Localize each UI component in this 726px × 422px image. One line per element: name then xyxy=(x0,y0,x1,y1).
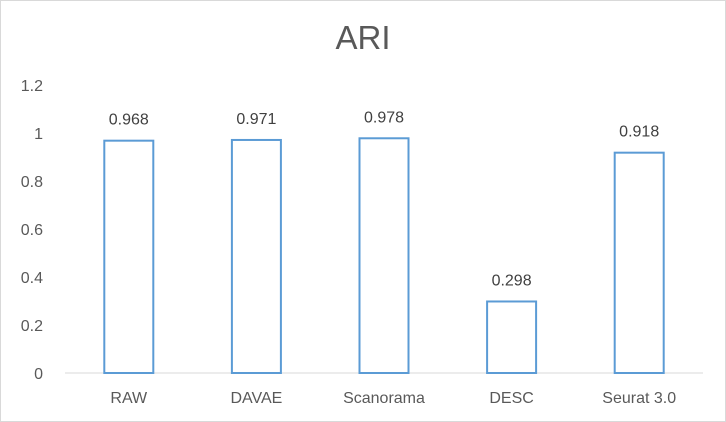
y-tick-label: 0.2 xyxy=(21,318,43,335)
data-label: 0.971 xyxy=(236,111,276,128)
y-tick-label: 0.6 xyxy=(21,222,43,239)
bar-raw xyxy=(103,139,155,374)
x-tick-label: DAVAE xyxy=(230,390,282,407)
x-tick-label: RAW xyxy=(110,390,148,407)
data-label: 0.978 xyxy=(364,109,404,126)
data-label: 0.968 xyxy=(109,112,149,129)
x-tick-label: DESC xyxy=(489,390,533,407)
y-tick-label: 0.8 xyxy=(21,174,43,191)
bar-scanorama xyxy=(358,137,410,374)
x-tick-label: Scanorama xyxy=(343,390,425,407)
y-tick-label: 0 xyxy=(34,366,43,383)
chart-title: ARI xyxy=(335,19,391,56)
x-tick-label: Seurat 3.0 xyxy=(602,390,676,407)
bar-davae xyxy=(230,138,282,374)
y-tick-label: 1.2 xyxy=(21,78,43,95)
data-label: 0.298 xyxy=(492,272,532,289)
y-tick-label: 0.4 xyxy=(21,270,43,287)
y-tick-label: 1 xyxy=(34,126,43,143)
bar-seurat-3-0 xyxy=(613,151,665,374)
bar-desc xyxy=(486,300,538,375)
data-label: 0.918 xyxy=(619,124,659,141)
